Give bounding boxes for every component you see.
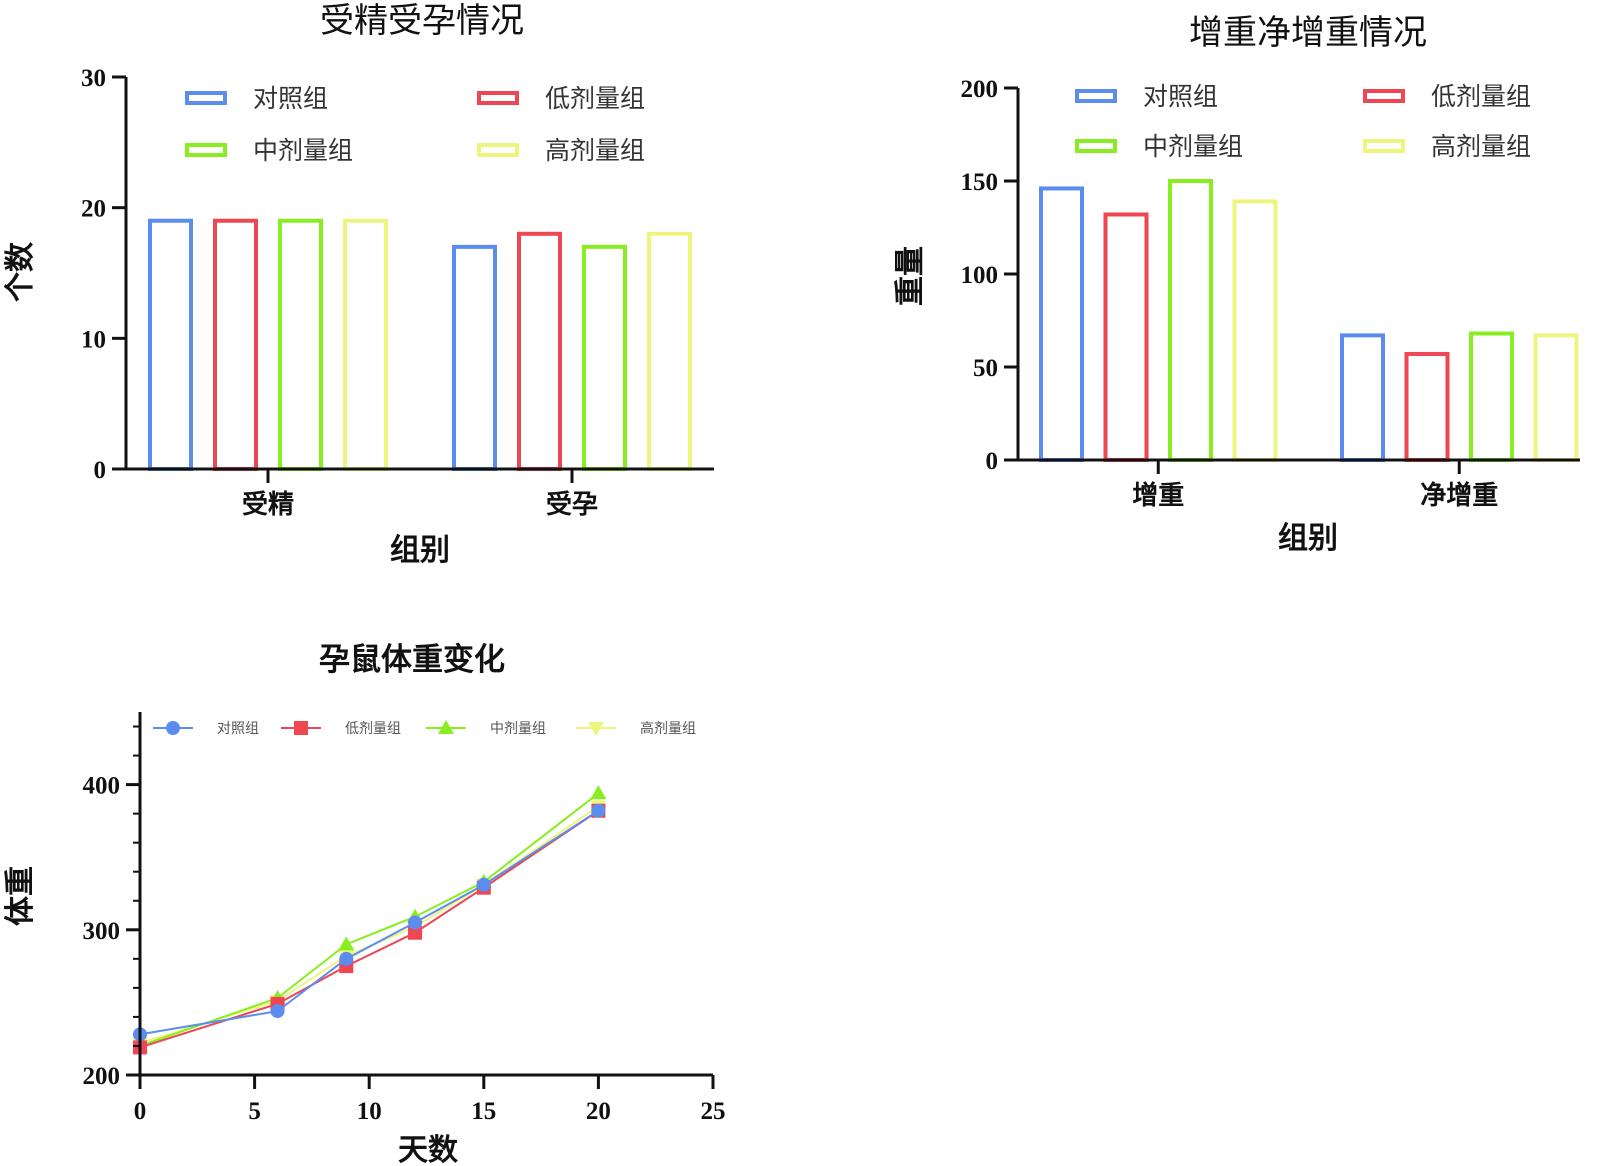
bar-0-0 [148,218,193,471]
x-category-label: 增重 [1132,480,1184,511]
legend-marker [438,720,454,734]
y-tick-label: 300 [83,918,121,945]
bar-0-3 [343,218,388,471]
x-category-label: 受精 [242,489,294,520]
chart1-bars [148,218,692,471]
bar-0-2 [278,218,323,471]
x-category-label: 净增重 [1420,480,1498,511]
legend-swatch [185,91,227,105]
bar-0-3 [1232,199,1278,463]
bar-1-2 [582,244,627,471]
data-point-1-3 [408,925,423,940]
bar-0-0 [1039,186,1084,462]
chart3-title: 孕鼠体重变化 [319,642,505,678]
chart1-title: 受精受孕情况 [320,1,524,41]
bar-0-1 [213,218,258,471]
y-tick-label: 100 [961,262,999,289]
y-tick-label: 30 [81,65,106,92]
legend-label: 中剂量组 [253,136,353,165]
x-tick-label: 25 [701,1098,726,1125]
legend-swatch [1075,89,1117,103]
legend-label: 对照组 [1143,82,1218,111]
x-tick-label: 10 [357,1098,382,1125]
x-tick-label: 20 [586,1098,611,1125]
bar-0-2 [1168,179,1213,462]
legend-label: 低剂量组 [545,84,645,113]
legend-marker [166,721,180,735]
bar-1-0 [1340,333,1385,463]
legend-swatch [185,143,227,157]
bar-1-1 [1404,351,1450,463]
legend-marker [588,722,604,736]
legend-label: 对照组 [253,84,328,113]
x-category-label: 受孕 [546,489,598,520]
data-point-0-5 [591,803,606,818]
series-line-0 [139,809,599,1036]
chart2-axes: 0 50 100 150 200 增重 净增重 [961,76,1580,511]
data-point-2-2 [338,936,355,951]
y-tick-label: 10 [81,326,106,353]
bar-1-1 [517,231,562,471]
x-tick-label: 15 [471,1098,496,1125]
legend-label: 低剂量组 [1431,82,1531,111]
y-tick-label: 400 [83,773,121,800]
bar-1-2 [1469,331,1514,462]
chart3-axes: 200 300 400 0 5 10 15 20 25 [83,712,726,1125]
chart2-y-axis-title: 重量 [893,246,928,306]
x-tick-label: 5 [248,1098,261,1125]
legend-swatch [1363,89,1405,103]
series-line-3 [139,805,599,1045]
chart2-x-axis-title: 组别 [1278,521,1338,556]
bar-1-3 [1533,333,1579,463]
y-tick-label: 0 [94,457,107,484]
legend-swatch [477,143,519,157]
legend-label: 高剂量组 [640,720,696,737]
legend-label: 中剂量组 [490,721,546,737]
legend-swatch [1363,139,1405,153]
data-point-0-4 [476,877,491,892]
data-point-0-3 [408,915,423,930]
y-tick-label: 200 [961,76,999,103]
legend-marker [294,721,308,735]
legend-swatch [1075,139,1117,153]
bar-0-1 [1103,212,1149,462]
x-tick-label: 0 [134,1098,147,1125]
bar-1-3 [647,231,692,471]
chart1-y-axis-title: 个数 [3,241,38,302]
legend-swatch [477,91,519,105]
chart3-y-axis-title: 体重 [3,866,38,926]
legend-label: 高剂量组 [545,136,645,165]
chart1-axes: 0 10 20 30 受精 受孕 [81,65,714,520]
data-point-2-5 [590,785,607,800]
y-tick-label: 0 [986,448,999,475]
legend-label: 低剂量组 [345,721,401,737]
y-tick-label: 50 [973,355,998,382]
y-tick-label: 150 [961,169,999,196]
legend-label: 高剂量组 [1431,132,1531,161]
data-point-0-2 [339,951,354,966]
y-tick-label: 200 [83,1063,121,1090]
bar-1-0 [452,244,497,471]
chart2-title: 增重净增重情况 [1189,13,1427,53]
data-point-0-1 [270,1004,285,1019]
series-line-1 [139,809,599,1049]
y-tick-label: 20 [81,196,106,223]
legend-label: 中剂量组 [1143,132,1243,161]
chart3-lines [132,785,607,1055]
chart1-x-axis-title: 组别 [390,533,450,568]
chart2-bars [1039,179,1579,463]
series-line-2 [139,792,600,1047]
chart3-legend: 对照组 低剂量组 中剂量组 高剂量组 [153,720,696,737]
legend-label: 对照组 [217,721,259,737]
chart3-x-axis-title: 天数 [398,1133,459,1166]
